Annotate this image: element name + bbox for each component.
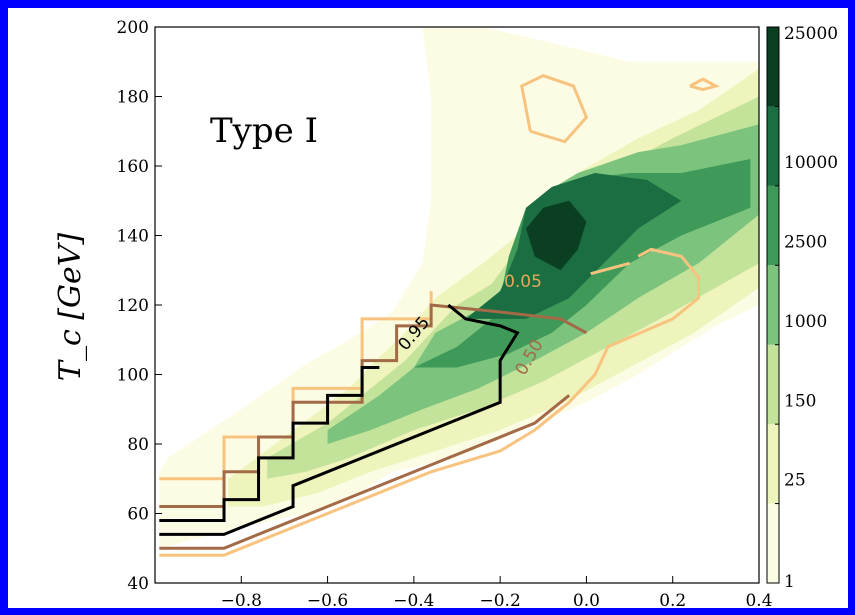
x-tick-label: 0.2 [659, 591, 686, 611]
y-tick-label: 40 [127, 574, 149, 594]
colorbar-segment [767, 27, 779, 107]
contour-0.05-segment-1 [159, 247, 701, 557]
colorbar: 1 25 150 1000 2500 10000 25000 [766, 24, 838, 592]
colorbar-label: 10000 [784, 153, 838, 173]
y-tick-label: 120 [117, 296, 149, 316]
contour-0.50-segment-1 [159, 394, 571, 550]
y-tick-label: 100 [117, 366, 149, 386]
colorbar-segment [767, 503, 779, 583]
y-tick-label: 160 [117, 157, 149, 177]
y-tick-label: 80 [127, 435, 149, 455]
colorbar-label: 1 [784, 572, 795, 592]
probability-contours [159, 74, 720, 557]
plot-area [159, 27, 760, 549]
y-tick-label: 140 [117, 227, 149, 247]
colorbar-segment [767, 344, 779, 425]
contour-0.95-segment-1 [159, 303, 520, 536]
x-tick-label: −0.4 [393, 591, 434, 611]
y-tick-label: 200 [117, 18, 149, 38]
colorbar-frame [766, 26, 780, 584]
contour-0.05-segment-4 [689, 77, 720, 92]
x-tick-label: 0.4 [745, 591, 772, 611]
colorbar-segment [767, 106, 779, 186]
x-tick-label: −0.8 [221, 591, 262, 611]
contour-0.05-segment-2 [590, 261, 630, 276]
colorbar-segment [767, 185, 779, 266]
x-tick-label: −0.6 [307, 591, 348, 611]
colorbar-segment [767, 265, 779, 345]
contour-0.05-segment-0 [159, 291, 433, 481]
colorbar-segment [767, 424, 779, 504]
colorbar-label: 25000 [784, 24, 838, 44]
contour-0.95-segment-0 [159, 366, 380, 522]
colorbar-label: 1000 [784, 312, 827, 332]
y-tick-label: 60 [127, 505, 149, 525]
contour-0.05-segment-3 [520, 74, 589, 144]
x-tick-label: 0.0 [573, 591, 600, 611]
contour-label-0.05: 0.05 [504, 272, 542, 292]
colorbar-label: 150 [784, 391, 816, 411]
density-region-25000 [526, 200, 587, 271]
y-tick-label: 180 [117, 88, 149, 108]
y-axis-label: T_c [GeV] [53, 233, 88, 381]
x-tick-label: −0.2 [480, 591, 521, 611]
colorbar-label: 25 [784, 471, 806, 491]
axes: −0.8 −0.6 −0.4 −0.2 0.0 0.2 0.4 40 60 80 100 120 140… [117, 18, 773, 611]
colorbar-label: 2500 [784, 232, 827, 252]
annotation-label: Type I [210, 111, 318, 151]
